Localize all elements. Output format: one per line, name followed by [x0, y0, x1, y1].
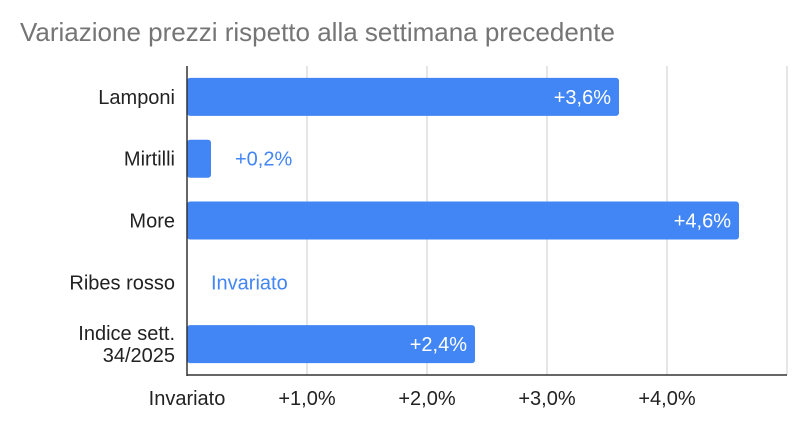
bar: [187, 77, 619, 116]
axes: [186, 66, 787, 376]
x-tick-labels: Invariato +1,0% +2,0% +3,0% +4,0%: [149, 388, 696, 410]
x-tick-label: +1,0%: [278, 388, 335, 410]
bars: [187, 77, 739, 364]
data-label: Invariato: [211, 272, 288, 294]
bar: [187, 201, 739, 240]
chart-title: Variazione prezzi rispetto alla settiman…: [20, 17, 615, 47]
category-label: Lamponi: [98, 87, 175, 109]
category-labels: Lamponi Mirtilli More Ribes rosso Indice set…: [69, 87, 175, 367]
category-label: Mirtilli: [124, 149, 175, 171]
x-tick-label: Invariato: [149, 388, 226, 410]
data-label: +2,4%: [410, 334, 467, 356]
data-labels: +3,6% +0,2% +4,6% Invariato +2,4%: [211, 87, 731, 356]
x-tick-label: +2,0%: [398, 388, 455, 410]
data-label: +4,6%: [674, 211, 731, 233]
data-label: +3,6%: [554, 87, 611, 109]
category-label: Ribes rosso: [69, 272, 175, 294]
category-label: Indice sett. 34/2025: [78, 323, 175, 367]
data-label: +0,2%: [235, 149, 292, 171]
x-tick-label: +4,0%: [638, 388, 695, 410]
x-tick-label: +3,0%: [518, 388, 575, 410]
category-label: More: [129, 211, 175, 233]
bar: [187, 325, 475, 364]
bar: [187, 139, 211, 178]
